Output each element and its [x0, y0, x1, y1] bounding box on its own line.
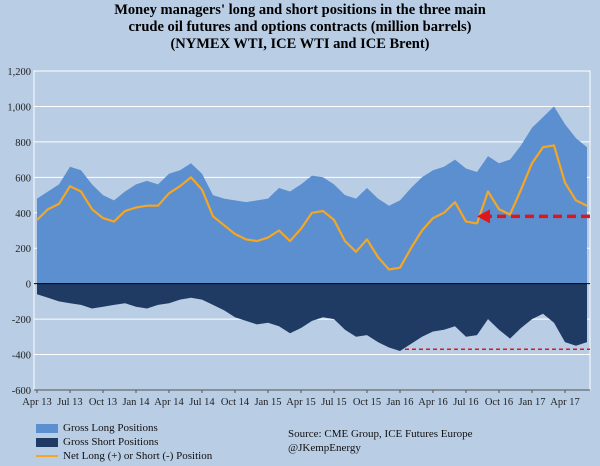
source-line: Source: CME Group, ICE Futures Europe	[288, 428, 473, 440]
y-tick-label: 200	[15, 244, 31, 255]
legend-swatch-long	[36, 423, 58, 433]
legend-item-short: Gross Short Positions	[36, 435, 212, 449]
series-gross-short-area	[37, 283, 587, 351]
x-tick-label: Jul 16	[453, 397, 478, 408]
legend-label-net: Net Long (+) or Short (-) Position	[63, 450, 213, 462]
y-tick-label: 1,000	[7, 102, 31, 113]
chart-title-line-3: (NYMEX WTI, ICE WTI and ICE Brent)	[170, 36, 430, 52]
y-tick-label: -600	[12, 386, 31, 397]
net-reference-arrowhead	[477, 209, 490, 224]
y-tick-label: 0	[26, 280, 31, 291]
series-gross-long-area	[37, 106, 587, 284]
chart-title-line-2: crude oil futures and options contracts …	[128, 19, 472, 35]
x-tick-label: Oct 13	[89, 397, 117, 408]
legend-swatch-net	[36, 455, 58, 457]
legend: Gross Long Positions Gross Short Positio…	[36, 421, 212, 463]
legend-item-long: Gross Long Positions	[36, 421, 212, 435]
y-tick-label: -200	[12, 315, 31, 326]
x-tick-label: Jul 13	[57, 397, 82, 408]
series-net-line	[36, 144, 588, 271]
legend-swatch-short	[36, 437, 58, 447]
y-tick-label: 1,200	[7, 67, 31, 78]
legend-label-short: Gross Short Positions	[63, 436, 159, 448]
x-tick-label: Apr 13	[22, 397, 51, 408]
chart-axes	[34, 283, 590, 393]
x-tick-label: Jan 16	[386, 397, 413, 408]
chart-annotations	[405, 209, 590, 350]
x-tick-label: Apr 16	[418, 397, 447, 408]
author-handle: @JKempEnergy	[288, 442, 361, 454]
y-tick-label: 600	[15, 173, 31, 184]
legend-item-net: Net Long (+) or Short (-) Position	[36, 449, 212, 463]
x-tick-label: Jan 17	[518, 397, 545, 408]
source-note: Source: CME Group, ICE Futures Europe @J…	[288, 427, 473, 455]
x-tick-label: Oct 16	[485, 397, 513, 408]
legend-label-long: Gross Long Positions	[63, 422, 158, 434]
x-tick-label: Apr 15	[286, 397, 315, 408]
x-tick-label: Jan 15	[254, 397, 281, 408]
x-tick-label: Jul 14	[189, 397, 215, 408]
x-tick-label: Oct 15	[353, 397, 381, 408]
y-tick-label: -400	[12, 351, 31, 362]
x-tick-label: Jan 14	[122, 397, 150, 408]
y-tick-label: 400	[15, 209, 31, 220]
y-tick-label: 800	[15, 138, 31, 149]
chart-title: Money managers' long and short positions…	[0, 2, 600, 53]
x-tick-label: Oct 14	[221, 397, 250, 408]
x-tick-label: Apr 17	[550, 397, 579, 408]
chart-title-line-1: Money managers' long and short positions…	[114, 2, 486, 18]
chart-areas	[36, 106, 588, 351]
x-tick-label: Apr 14	[154, 397, 184, 408]
x-tick-label: Jul 15	[321, 397, 346, 408]
